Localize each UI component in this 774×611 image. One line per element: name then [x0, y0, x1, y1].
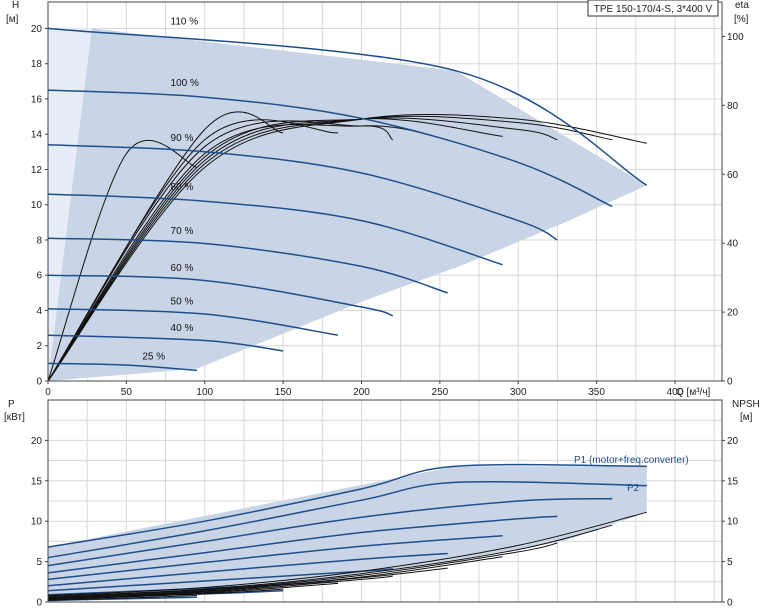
y-axis-h-unit: [м]	[6, 14, 19, 25]
y2-tick-label: 80	[727, 101, 739, 112]
product-label: TPE 150-170/4-S, 3*400 V	[594, 4, 713, 15]
x-tick-label: 300	[510, 387, 527, 398]
y-tick-label: 16	[31, 94, 43, 105]
head-curve	[47, 274, 394, 317]
y-tick-label: 5	[36, 557, 42, 568]
efficiency-curve	[47, 114, 647, 382]
head-curve	[47, 237, 448, 294]
operating-range-light	[48, 28, 92, 382]
npsh-curve	[47, 524, 613, 597]
y2-tick-label: 60	[727, 170, 739, 181]
x-tick-label: 100	[196, 387, 213, 398]
efficiency-curve	[47, 123, 448, 382]
power-curves	[47, 463, 647, 602]
head-curves: 110 % 100 % 90 % 80 % 70 % 60 % 50 % 40 % 25 %	[47, 16, 648, 372]
power-curve	[47, 568, 393, 592]
head-curve	[47, 27, 648, 186]
npsh-curve	[47, 575, 393, 600]
y-tick-label: 8	[36, 235, 42, 246]
y2-tick-label: 10	[727, 517, 739, 528]
plot-frame	[47, 1, 723, 382]
y-tick-label: 6	[36, 271, 42, 282]
speed-label: 50 %	[171, 297, 194, 308]
efficiency-curve	[47, 139, 198, 382]
power-curve	[47, 534, 503, 581]
y2-tick-label: 20	[727, 436, 739, 447]
speed-label: 40 %	[171, 323, 194, 334]
y-tick-label: 20	[31, 24, 43, 35]
x-tick-label: 150	[275, 387, 292, 398]
power-curve	[47, 463, 647, 548]
efficiency-curve	[47, 115, 613, 382]
efficiency-curve	[47, 111, 284, 382]
y2-tick-label: 5	[727, 557, 733, 568]
y2-tick-label: 15	[727, 476, 739, 487]
y-tick-label: 10	[31, 517, 43, 528]
y-axis-eta-unit: [%]	[734, 14, 749, 25]
top-envelope	[48, 28, 647, 382]
y-tick-label: 20	[31, 436, 43, 447]
y-tick-label: 0	[36, 377, 42, 388]
npsh-curve	[47, 595, 197, 601]
speed-label: 60 %	[171, 263, 194, 274]
plot-frame	[47, 399, 723, 603]
x-axis-unit: Q [м³/ч]	[676, 387, 711, 398]
head-curve	[47, 334, 284, 352]
x-tick-label: 350	[588, 387, 605, 398]
y-tick-label: 15	[31, 476, 43, 487]
head-curve	[47, 307, 339, 336]
npsh-curve	[47, 542, 558, 598]
bottom-axes: 0 5 10 15 20 0 5 10 15 20	[31, 399, 739, 609]
y2-tick-label: 0	[727, 377, 733, 388]
y-tick-label: 14	[31, 130, 43, 141]
npsh-curve	[47, 511, 647, 596]
power-curve	[47, 497, 613, 567]
head-curve	[47, 89, 613, 208]
y2-tick-label: 0	[727, 598, 733, 609]
y2-tick-label: 40	[727, 239, 739, 250]
speed-label: 100 %	[171, 78, 199, 89]
power-curve	[47, 481, 647, 559]
x-tick-label: 0	[45, 387, 51, 398]
y-axis-p-unit: [кВт]	[4, 412, 25, 423]
operating-range	[48, 28, 647, 382]
legend-p2: P2	[627, 483, 640, 494]
y-axis-npsh-name: NPSH	[732, 399, 760, 410]
npsh-curve	[47, 588, 284, 601]
y-tick-label: 2	[36, 341, 42, 352]
head-curve	[47, 193, 503, 266]
speed-label: 110 %	[171, 16, 199, 27]
y-axis-eta-name: eta	[735, 0, 749, 11]
head-curve	[47, 144, 558, 241]
npsh-curves	[47, 511, 647, 601]
product-label-box	[587, 0, 719, 17]
x-tick-label: 200	[353, 387, 370, 398]
head-curve	[47, 362, 197, 372]
y-tick-label: 18	[31, 59, 43, 70]
y-axis-h-name: H	[12, 0, 19, 11]
y-tick-label: 4	[36, 306, 42, 317]
efficiency-curves	[47, 111, 647, 382]
y-tick-label: 10	[31, 200, 43, 211]
power-curve	[47, 515, 558, 574]
x-tick-label: 50	[121, 387, 133, 398]
speed-label: 80 %	[171, 182, 194, 193]
speed-label: 90 %	[171, 133, 194, 144]
x-tick-label: 250	[432, 387, 449, 398]
x-tick-label: 400	[667, 387, 684, 398]
efficiency-curve	[47, 120, 394, 382]
power-curve	[47, 552, 448, 587]
y-axis-npsh-unit: [м]	[740, 412, 753, 423]
y-tick-label: 12	[31, 165, 43, 176]
y-axis-p-name: P	[8, 399, 15, 410]
y2-tick-label: 20	[727, 308, 739, 319]
y2-tick-label: 100	[727, 32, 744, 43]
y-tick-label: 0	[36, 598, 42, 609]
legend-p1: P1 (motor+freq.converter)	[574, 455, 689, 466]
speed-label: 70 %	[171, 226, 194, 237]
speed-label: 25 %	[142, 351, 165, 362]
